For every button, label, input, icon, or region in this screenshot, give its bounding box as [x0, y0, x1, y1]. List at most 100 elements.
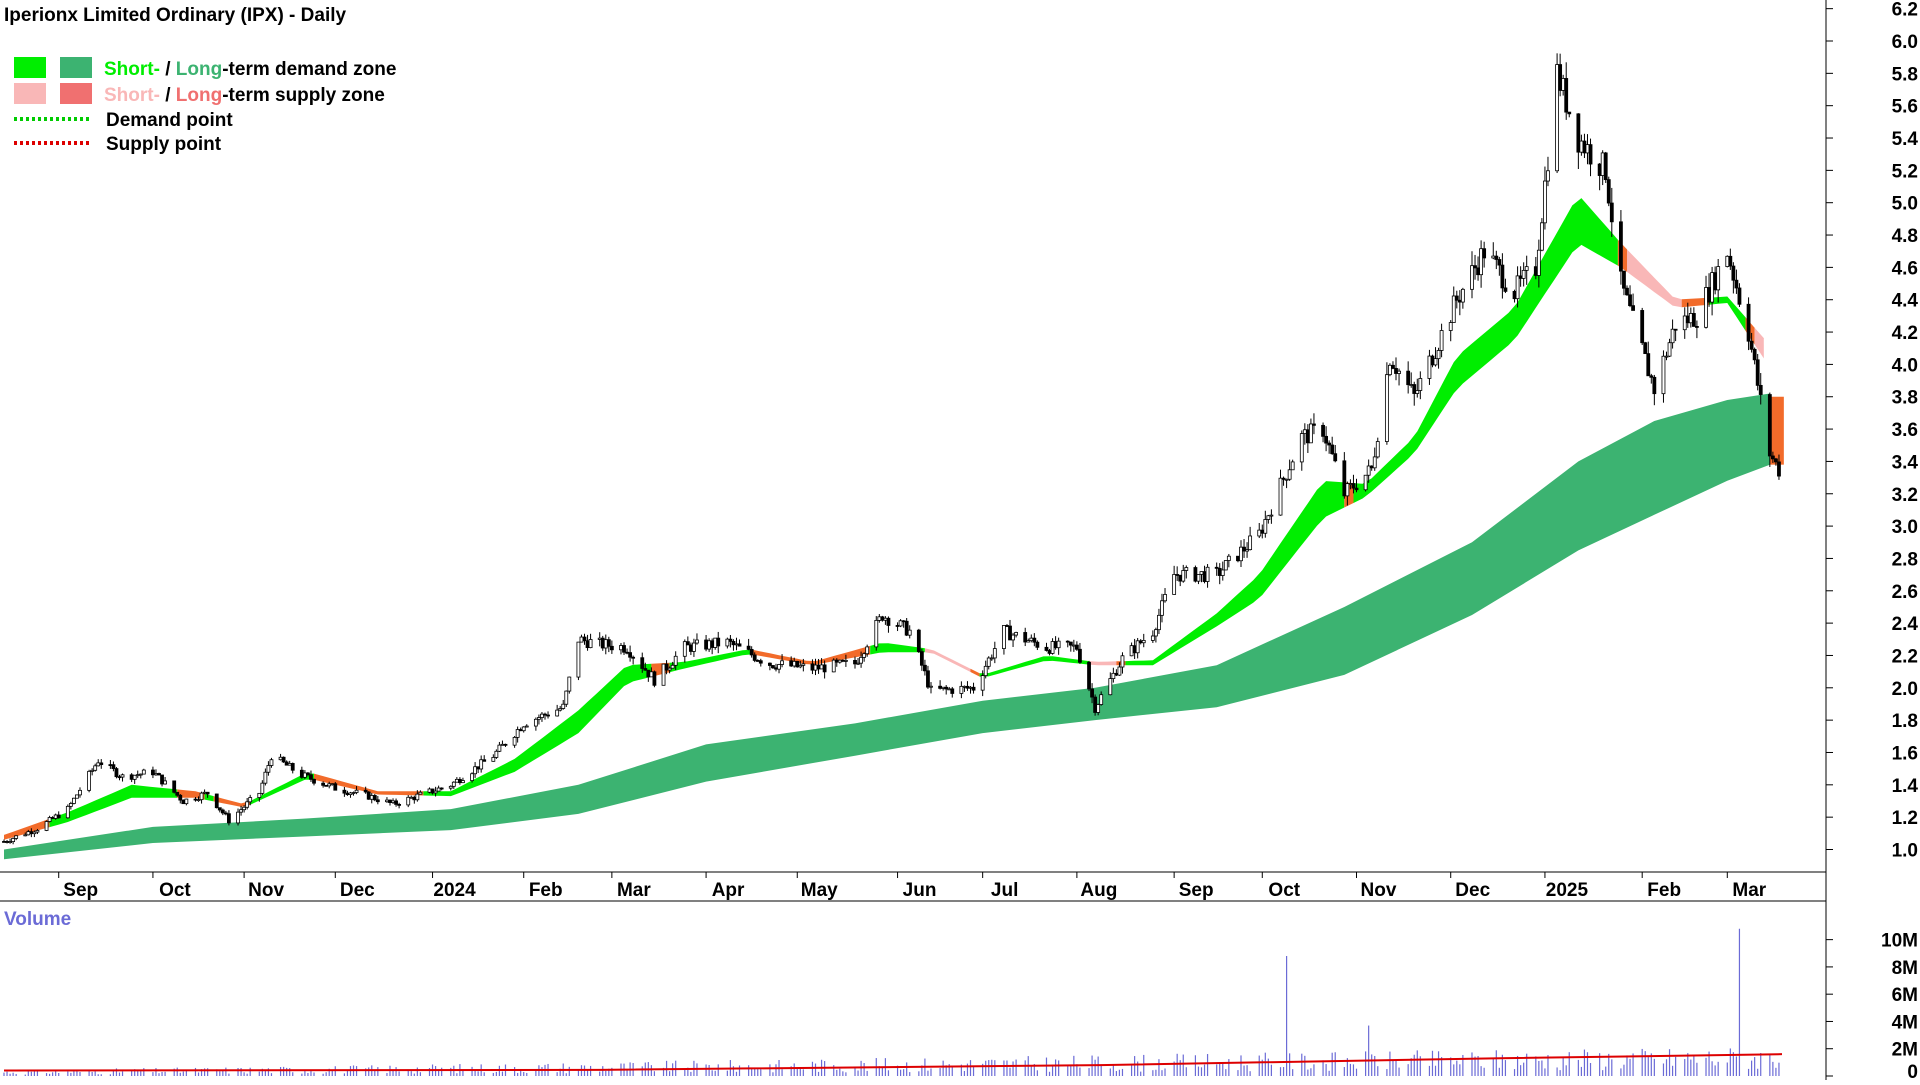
- candle-body: [172, 780, 177, 793]
- candle-body: [1555, 64, 1559, 172]
- y-tick-label: 4.6: [1892, 258, 1918, 279]
- candle-body: [1205, 566, 1210, 582]
- x-tick-label: Nov: [248, 880, 284, 901]
- volume-y-tick-label: 0: [1907, 1062, 1918, 1080]
- candle-body: [631, 656, 636, 659]
- candle-body: [1518, 275, 1523, 279]
- y-tick-label: 3.0: [1892, 517, 1918, 538]
- candle-body: [1579, 140, 1584, 153]
- candle-body: [1324, 435, 1329, 444]
- x-tick-label: Sep: [63, 880, 98, 901]
- candle-body: [26, 831, 31, 836]
- candle-body: [451, 781, 456, 787]
- candle-body: [1181, 570, 1186, 582]
- legend-long-word-supply: Long: [176, 85, 222, 106]
- candle-body: [1688, 313, 1693, 324]
- candle-body: [819, 664, 824, 670]
- candle-body: [1476, 267, 1480, 276]
- candle-body: [1667, 342, 1672, 357]
- candle-body: [1321, 424, 1325, 437]
- candle-body: [1497, 259, 1502, 266]
- candle-body: [1707, 287, 1711, 303]
- candle-body: [661, 663, 666, 686]
- short-term-zone-segment: [1089, 661, 1117, 666]
- candle-body: [217, 807, 222, 811]
- candle-body: [111, 764, 116, 769]
- candle-body: [120, 774, 125, 778]
- candle-body: [1670, 328, 1675, 344]
- candle-body: [564, 690, 569, 705]
- candle-body: [1752, 348, 1757, 361]
- candle-body: [470, 773, 474, 781]
- candle-body: [1074, 644, 1079, 650]
- candle-body: [1163, 594, 1167, 602]
- candle-body: [1755, 359, 1760, 386]
- candle-body: [1284, 478, 1289, 481]
- candle-body: [263, 771, 268, 784]
- volume-average-line: [3, 1053, 1783, 1072]
- candle-body: [1491, 255, 1496, 259]
- candle-body: [1309, 423, 1313, 444]
- candle-body: [628, 652, 632, 658]
- candle-body: [1065, 640, 1070, 643]
- candle-body: [685, 641, 690, 646]
- candle-body: [834, 659, 839, 663]
- candle-body: [862, 653, 867, 658]
- candle-body: [652, 671, 657, 686]
- candle-body: [93, 765, 98, 771]
- candle-body: [482, 759, 487, 762]
- candle-body: [1223, 560, 1228, 571]
- candle-body: [1661, 355, 1666, 395]
- candle-body: [430, 788, 435, 794]
- candle-body: [1473, 265, 1477, 269]
- candle-body: [494, 750, 499, 758]
- candle-body: [1646, 353, 1651, 377]
- candle-body: [731, 641, 736, 646]
- x-tick-label: Feb: [1647, 880, 1681, 901]
- candle-body: [758, 660, 763, 664]
- candle-body: [1652, 376, 1657, 395]
- short-term-zone-segment: [1754, 327, 1764, 359]
- x-tick-label: Sep: [1179, 880, 1214, 901]
- candle-body: [1394, 368, 1398, 374]
- candle-body: [728, 638, 733, 642]
- candle-body: [941, 686, 946, 689]
- candle-body: [1454, 295, 1459, 301]
- legend: Short- / Long-term demand zone Short- / …: [14, 57, 396, 155]
- candle-body: [1299, 433, 1304, 463]
- y-tick-label: 4.8: [1892, 226, 1918, 247]
- short-term-zone-segment: [1681, 297, 1710, 308]
- candle-body: [512, 736, 517, 746]
- x-tick-label: Oct: [1268, 880, 1300, 901]
- candle-body: [643, 668, 648, 671]
- candle-body: [585, 640, 590, 649]
- candle-body: [14, 835, 19, 839]
- candle-body: [579, 636, 584, 643]
- candle-body: [1406, 370, 1411, 386]
- candle-body: [1543, 180, 1547, 224]
- short-term-zone-segment: [250, 773, 314, 805]
- candle-body: [1257, 529, 1262, 537]
- y-tick-label: 2.0: [1892, 679, 1918, 700]
- candle-body: [1157, 614, 1161, 631]
- legend-demand-zone-label: Short- / Long-term demand zone: [104, 59, 396, 80]
- candle-body: [1482, 248, 1487, 259]
- candle-body: [78, 789, 82, 796]
- candle-body: [32, 831, 37, 835]
- candle-body: [1269, 514, 1274, 517]
- candle-body: [72, 797, 76, 804]
- volume-y-tick-label: 8M: [1892, 958, 1918, 979]
- candle-body: [299, 769, 304, 778]
- candle-body: [369, 795, 374, 800]
- candle-body: [588, 639, 593, 649]
- candle-body: [1433, 358, 1438, 366]
- candle-body: [1290, 461, 1295, 471]
- candle-body: [1351, 483, 1356, 489]
- candle-body: [114, 768, 119, 778]
- candle-body: [938, 685, 943, 689]
- candle-body: [1002, 625, 1006, 649]
- candle-body: [409, 796, 414, 799]
- candle-body: [798, 664, 803, 668]
